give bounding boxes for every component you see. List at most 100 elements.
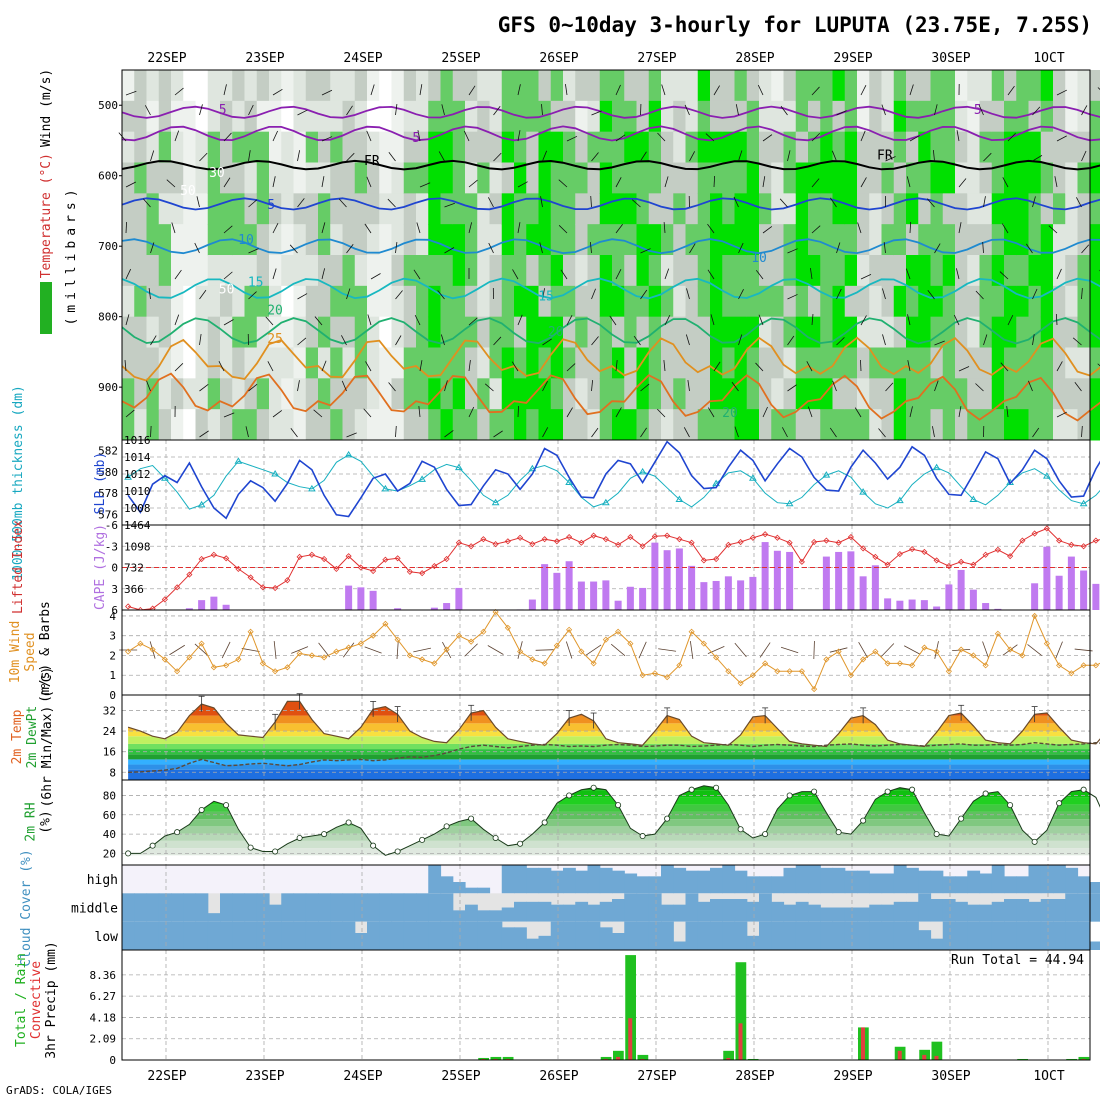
- rh-cell: [477, 347, 490, 379]
- li-marker: [1056, 537, 1063, 544]
- cape-bar: [675, 548, 683, 610]
- wind-barb: [146, 380, 151, 392]
- wind-barb: [591, 152, 599, 162]
- cape-bar: [1080, 570, 1088, 610]
- rh-cell: [1016, 193, 1029, 225]
- rh-marker: [933, 831, 940, 838]
- rh-cell: [354, 193, 368, 225]
- li-marker: [308, 551, 315, 558]
- rh-marker: [1080, 786, 1087, 793]
- rh-cell: [918, 347, 931, 379]
- y-tick-label: 8.36: [90, 969, 117, 982]
- rh-cell: [832, 409, 846, 441]
- wind-barb: [713, 361, 721, 372]
- wind-barb: [734, 426, 739, 438]
- rh-cell: [857, 100, 870, 133]
- li-marker: [174, 584, 181, 591]
- li-marker: [198, 555, 205, 563]
- wind-barb: [1097, 87, 1100, 90]
- rh-cell: [330, 285, 343, 318]
- rh-cell: [869, 316, 882, 348]
- rh-cell: [207, 409, 221, 441]
- cape-bar: [198, 600, 206, 610]
- wind-barb: [1025, 243, 1033, 254]
- cloud-cell: [183, 893, 197, 922]
- wind-barb: [787, 335, 795, 346]
- wind-speed-marker: [688, 628, 695, 635]
- rh-cell: [697, 255, 711, 287]
- cloud-cell: [122, 921, 135, 950]
- wind-speed-marker: [333, 648, 340, 655]
- wind-barb: [907, 360, 911, 372]
- wind-barb: [199, 152, 208, 162]
- cloud-cell: [1028, 901, 1042, 922]
- rh-cell: [575, 316, 588, 348]
- y-tick-label-left: 6: [111, 604, 118, 617]
- rh-cell: [575, 131, 588, 163]
- rh-cell: [158, 162, 172, 194]
- wind-barb: [541, 104, 543, 116]
- li-marker: [394, 555, 401, 562]
- rh-cell: [465, 224, 478, 256]
- y-tick-label: 800: [98, 311, 118, 324]
- wind-speed-marker: [149, 646, 156, 653]
- li-marker: [284, 577, 291, 584]
- rh-cell: [906, 409, 919, 441]
- rh-cell: [710, 255, 723, 287]
- wind-speed-marker: [1080, 662, 1087, 669]
- rh-cell: [269, 347, 282, 379]
- date-label-top: 27SEP: [637, 51, 676, 66]
- wind-panel-bg: [122, 610, 1090, 695]
- rh-cell: [318, 285, 331, 318]
- li-marker: [896, 550, 903, 558]
- wind-barb: [248, 383, 258, 392]
- rh-cell: [281, 409, 294, 441]
- rh-cell: [428, 316, 441, 348]
- cape-bar: [565, 561, 573, 610]
- rh-cell: [158, 193, 172, 225]
- wind-barb: [517, 405, 519, 418]
- rh-cell: [869, 224, 882, 256]
- rh-cell: [991, 131, 1005, 163]
- cape-bar: [773, 550, 781, 610]
- rh-cell: [367, 224, 380, 256]
- rh-cell: [685, 224, 699, 256]
- wind-barb: [762, 134, 773, 142]
- y-tick-label: 6.27: [90, 990, 117, 1003]
- wind-speed-marker: [419, 656, 426, 663]
- wind-barb: [512, 269, 519, 280]
- rh-cell: [906, 224, 919, 256]
- wind-barb: [1081, 150, 1087, 162]
- rh-cell: [820, 316, 833, 348]
- rh-cell: [367, 285, 380, 318]
- rh-cell: [207, 100, 221, 133]
- thickness-marker: [234, 457, 243, 464]
- rh-cell: [893, 378, 907, 410]
- rh-cell: [575, 378, 588, 410]
- li-marker: [602, 536, 609, 543]
- thickness-marker: [271, 470, 280, 477]
- rh-cell: [171, 255, 184, 287]
- wind-barb: [346, 152, 355, 162]
- wind-barb: [860, 177, 867, 188]
- wind-speed-marker: [982, 662, 989, 669]
- rh-cell: [1016, 131, 1029, 163]
- wind-barb: [542, 338, 552, 346]
- rh-cell: [183, 131, 196, 163]
- cloud-cell: [440, 876, 454, 894]
- cloud-cell: [342, 921, 356, 950]
- rh-cell: [1004, 100, 1017, 133]
- rh-cell: [477, 162, 490, 194]
- rh-cell: [624, 224, 637, 256]
- contour-label: 15: [248, 275, 264, 290]
- wind-barb: [194, 242, 200, 254]
- wind-barb: [517, 84, 521, 96]
- cloud-cell: [526, 901, 540, 922]
- rh-cell: [428, 131, 441, 163]
- wind-barb: [419, 182, 431, 188]
- rh-cell: [906, 347, 919, 379]
- rh-cell: [661, 347, 674, 379]
- cloud-cell: [1065, 921, 1079, 950]
- rh-cell: [183, 162, 196, 194]
- cloud-cell: [1053, 921, 1066, 950]
